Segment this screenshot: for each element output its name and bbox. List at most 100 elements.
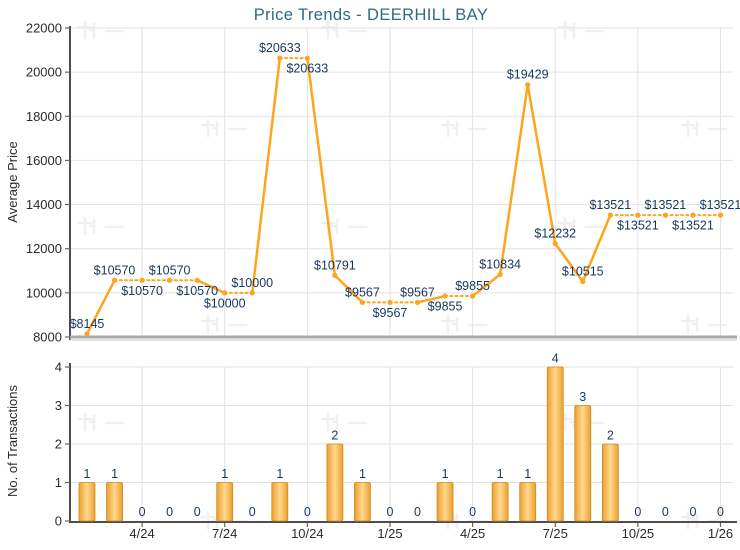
bar-zero-label: 0 — [689, 505, 696, 519]
price-point — [635, 212, 641, 218]
watermark — [320, 412, 368, 432]
watermark-glyph — [200, 118, 219, 138]
transaction-bar — [601, 443, 619, 522]
y-tick-label: 4 — [55, 360, 62, 375]
price-point — [277, 55, 283, 61]
price-point-labels: $8145$10570$10570$10570$10570$10000$1000… — [70, 41, 740, 331]
price-point — [442, 293, 448, 299]
price-point-label: $9855 — [455, 279, 490, 293]
watermark-glyph — [680, 314, 699, 334]
price-y-axis-label: Average Price — [5, 141, 20, 222]
bar-value-label: 1 — [111, 467, 118, 481]
price-point-label: $13521 — [589, 198, 631, 212]
x-tick-label: 1/25 — [377, 526, 402, 541]
watermark-glyph — [77, 412, 96, 432]
bar-value-label: 1 — [497, 467, 504, 481]
transaction-bar — [354, 482, 371, 522]
price-point — [332, 272, 338, 278]
txn-labels: 1 1 0 0 0 1 0 1 0 2 1 0 0 1 0 1 1 4 3 2 0 0 0 0 — [84, 352, 725, 520]
watermark-glyph — [77, 20, 96, 40]
watermark-glyph — [440, 118, 459, 138]
price-point — [194, 277, 200, 283]
price-point-label: $9567 — [373, 306, 408, 320]
y-tick-label: 1 — [55, 475, 62, 490]
price-point-label: $20633 — [259, 41, 301, 55]
price-point — [222, 290, 228, 296]
price-line-segment — [195, 279, 226, 295]
bar-zero-label: 0 — [634, 505, 641, 519]
price-point — [111, 277, 118, 283]
price-point-label: $10570 — [149, 263, 191, 277]
price-grid — [70, 27, 733, 337]
bar-value-label: 1 — [221, 467, 228, 481]
price-point-label: $10515 — [562, 264, 604, 278]
bar-value-label: 1 — [276, 467, 283, 481]
price-point — [139, 277, 145, 283]
price-line-segment — [251, 56, 282, 295]
txn-bars — [78, 366, 619, 522]
x-tick-label: 7/25 — [543, 526, 568, 541]
price-point-label: $10000 — [204, 296, 246, 310]
price-point — [607, 212, 613, 218]
watermark — [77, 20, 125, 40]
bar-value-label: 3 — [579, 390, 586, 404]
x-tick-label: 10/25 — [622, 526, 655, 541]
price-chart: Price Trends - DEERHILL BAY 22000 20000 18… — [5, 6, 740, 345]
bar-value-label: 1 — [84, 467, 91, 481]
price-point — [167, 277, 173, 283]
watermark — [200, 314, 248, 334]
price-line-segment — [306, 56, 337, 277]
bar-zero-label: 0 — [662, 505, 669, 519]
price-point-label: $10791 — [314, 258, 356, 272]
price-point-label: $9567 — [345, 285, 380, 299]
watermark — [440, 118, 488, 138]
y-tick-label: 8000 — [33, 330, 62, 345]
watermark-glyph — [320, 412, 339, 432]
watermark — [440, 314, 488, 334]
watermark — [320, 20, 368, 40]
price-point — [249, 290, 255, 296]
bar-zero-label: 0 — [139, 505, 146, 519]
x-axis-line-3d — [70, 335, 737, 339]
transaction-bar — [436, 482, 454, 522]
bar-value-label: 2 — [607, 429, 614, 443]
transaction-bar — [491, 482, 509, 522]
price-point-label: $13521 — [617, 219, 659, 233]
price-line-segment — [471, 273, 502, 298]
bar-value-label: 1 — [442, 467, 449, 481]
watermark — [77, 412, 125, 432]
watermark-glyph — [557, 20, 576, 40]
price-point — [414, 299, 421, 306]
transaction-bar — [78, 482, 96, 522]
txn-y-axis-label: No. of Transactions — [5, 385, 20, 497]
price-point-label: $10570 — [121, 284, 163, 298]
price-point — [304, 55, 310, 61]
y-tick-label: 22000 — [26, 21, 62, 36]
price-point-label: $13521 — [645, 198, 687, 212]
transaction-bar — [519, 482, 537, 522]
x-tick-label: 7/24 — [212, 526, 237, 541]
price-point-label: $13521 — [672, 219, 714, 233]
price-point-label: $19429 — [507, 68, 549, 82]
price-point — [690, 212, 696, 218]
price-line-segment — [416, 294, 447, 304]
price-point — [470, 293, 476, 299]
watermark — [680, 118, 728, 138]
price-point-label: $20633 — [286, 62, 328, 76]
watermark — [557, 20, 605, 40]
bar-zero-label: 0 — [717, 505, 724, 519]
watermark — [680, 314, 728, 334]
watermark — [77, 216, 125, 236]
price-line-segment — [333, 274, 364, 304]
price-point-label: $9567 — [400, 285, 435, 299]
price-line-segment — [85, 279, 116, 336]
y-tick-label: 12000 — [26, 241, 62, 256]
txn-axes: 4 3 2 1 0 4/24 7/24 10/24 1/25 4/25 7/25 10/25 1/26 — [55, 360, 737, 541]
watermark-glyph — [440, 314, 459, 334]
transaction-bar — [271, 482, 289, 522]
transaction-bar — [574, 405, 592, 522]
price-point — [580, 278, 586, 285]
price-line-segment — [526, 83, 557, 245]
chart-title: Price Trends - DEERHILL BAY — [254, 6, 489, 24]
